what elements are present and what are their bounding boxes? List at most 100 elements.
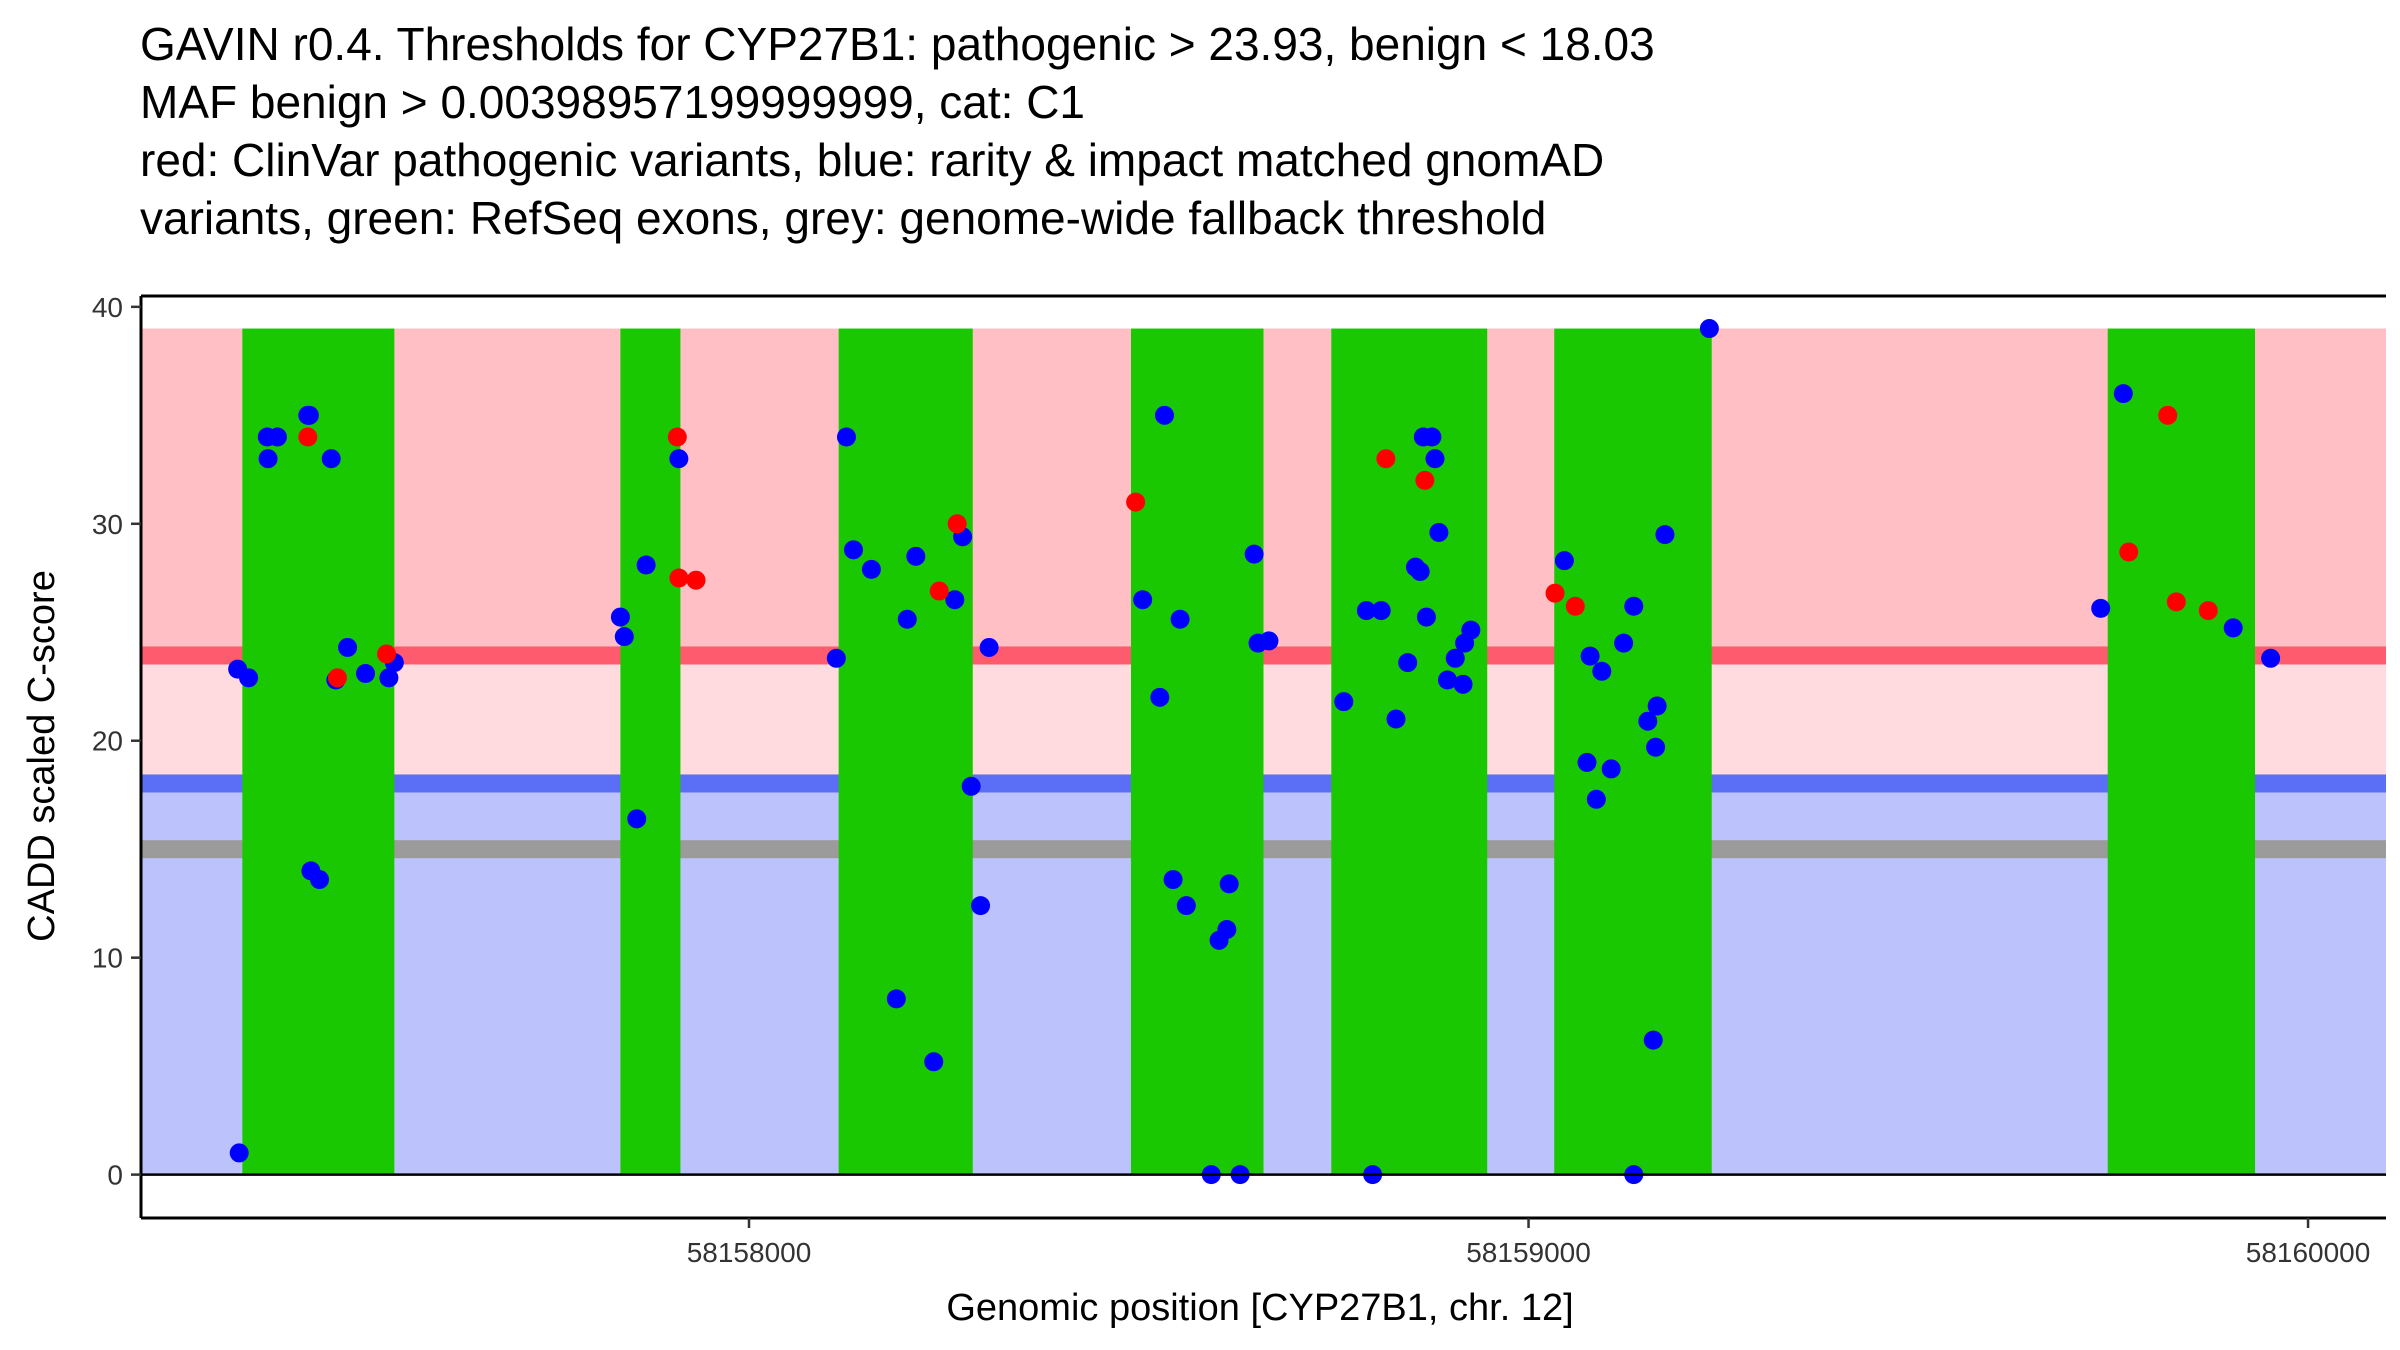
gnomad-point	[1356, 601, 1376, 621]
gnomad-point	[897, 609, 917, 629]
gnomad-point	[1244, 544, 1264, 564]
gnomad-point	[356, 663, 375, 683]
clinvar-point	[667, 427, 687, 447]
gnomad-point	[1259, 631, 1279, 651]
gnomad-point	[299, 405, 319, 425]
gnomad-point	[1554, 551, 1574, 571]
gnomad-point	[1398, 653, 1418, 673]
gnomad-point	[924, 1052, 944, 1072]
gnomad-point	[1371, 601, 1391, 621]
plot-area: 0 10 20 30 40 58158000 58159000 58160000	[92, 292, 2386, 1268]
gnomad-point	[1647, 696, 1667, 716]
gnomad-point	[1425, 449, 1445, 469]
title-line-1: GAVIN r0.4. Thresholds for CYP27B1: path…	[140, 18, 1655, 70]
exon-4	[1130, 328, 1264, 1175]
gnomad-point	[229, 1143, 249, 1163]
gnomad-point	[1386, 709, 1406, 729]
exon-7	[2107, 328, 2256, 1175]
clinvar-point	[2198, 601, 2218, 621]
gnomad-point	[1334, 692, 1354, 712]
gnomad-point	[1592, 661, 1612, 681]
gnomad-point	[961, 776, 981, 796]
gnomad-point	[1150, 687, 1170, 707]
gnomad-point	[1577, 752, 1597, 772]
exon-2	[620, 328, 681, 1175]
gnomad-point	[1163, 870, 1183, 890]
chart-title: GAVIN r0.4. Thresholds for CYP27B1: path…	[140, 18, 1655, 244]
clinvar-point	[377, 644, 397, 664]
exon-6	[1554, 328, 1712, 1175]
gnomad-point	[2091, 598, 2111, 618]
clinvar-point	[2119, 542, 2139, 562]
gnomad-point	[610, 607, 630, 627]
gnomad-point	[826, 648, 846, 668]
clinvar-point	[2158, 405, 2178, 425]
x-tick-label: 58159000	[1466, 1237, 1591, 1268]
clinvar-point	[1126, 492, 1146, 512]
clinvar-point	[947, 514, 967, 534]
gnomad-point	[1133, 590, 1153, 610]
gnomad-point	[1614, 633, 1634, 653]
y-axis-title: CADD scaled C-score	[21, 570, 63, 942]
clinvar-point	[298, 427, 318, 447]
gnomad-point	[1699, 319, 1719, 339]
gnomad-point	[321, 449, 341, 469]
gnomad-point	[636, 555, 656, 575]
gnomad-point	[1170, 609, 1190, 629]
x-tick-label: 58158000	[687, 1237, 812, 1268]
x-axis-title: Genomic position [CYP27B1, chr. 12]	[946, 1287, 1573, 1329]
gnomad-point	[627, 809, 647, 829]
gnomad-point	[843, 540, 863, 560]
y-tick-label: 40	[92, 292, 123, 323]
gnomad-point	[1638, 711, 1658, 731]
gnomad-point	[267, 427, 287, 447]
gnomad-point	[1655, 525, 1675, 545]
gnomad-point	[886, 989, 906, 1009]
gnomad-point	[1624, 596, 1644, 616]
clinvar-point	[669, 568, 689, 588]
gnomad-point	[1453, 674, 1473, 694]
gnomad-point	[1601, 759, 1621, 779]
gnomad-point	[310, 870, 330, 890]
gnomad-point	[971, 896, 991, 916]
y-tick-label: 30	[92, 509, 123, 540]
title-line-4: variants, green: RefSeq exons, grey: gen…	[140, 192, 1546, 244]
title-line-3: red: ClinVar pathogenic variants, blue: …	[140, 134, 1604, 186]
gnomad-point	[1217, 919, 1237, 939]
gnomad-point	[1643, 1030, 1663, 1050]
exon-1	[242, 328, 395, 1175]
gnomad-point	[1155, 405, 1175, 425]
gnomad-point	[2113, 384, 2133, 404]
gnomad-point	[1646, 737, 1666, 757]
y-tick-label: 20	[92, 726, 123, 757]
gnomad-point	[1445, 648, 1465, 668]
gnomad-point	[1422, 427, 1442, 447]
y-tick-label: 0	[107, 1160, 123, 1191]
gnomad-point	[379, 668, 399, 688]
gnomad-point	[239, 668, 259, 688]
clinvar-point	[929, 581, 949, 601]
gnomad-point	[1219, 874, 1239, 894]
gnomad-point	[614, 627, 634, 647]
gnomad-point	[1437, 670, 1457, 690]
gnomad-point	[836, 427, 856, 447]
gnomad-point	[979, 637, 999, 657]
gnomad-point	[861, 559, 881, 579]
gnomad-point	[669, 449, 689, 469]
clinvar-point	[1565, 596, 1585, 616]
gnomad-point	[1429, 522, 1449, 542]
gnomad-point	[1580, 646, 1600, 666]
gnomad-point	[1416, 607, 1436, 627]
gnomad-point	[1461, 620, 1481, 640]
clinvar-point	[1415, 470, 1435, 490]
gnomad-point	[258, 449, 278, 469]
y-tick-label: 10	[92, 943, 123, 974]
gnomad-point	[945, 590, 965, 610]
gnomad-point	[1410, 562, 1430, 582]
title-line-2: MAF benign > 0.00398957199999999, cat: C…	[140, 76, 1085, 128]
clinvar-point	[1376, 449, 1396, 469]
clinvar-point	[686, 570, 706, 590]
exon-5	[1331, 328, 1488, 1175]
exon-3	[838, 328, 973, 1175]
